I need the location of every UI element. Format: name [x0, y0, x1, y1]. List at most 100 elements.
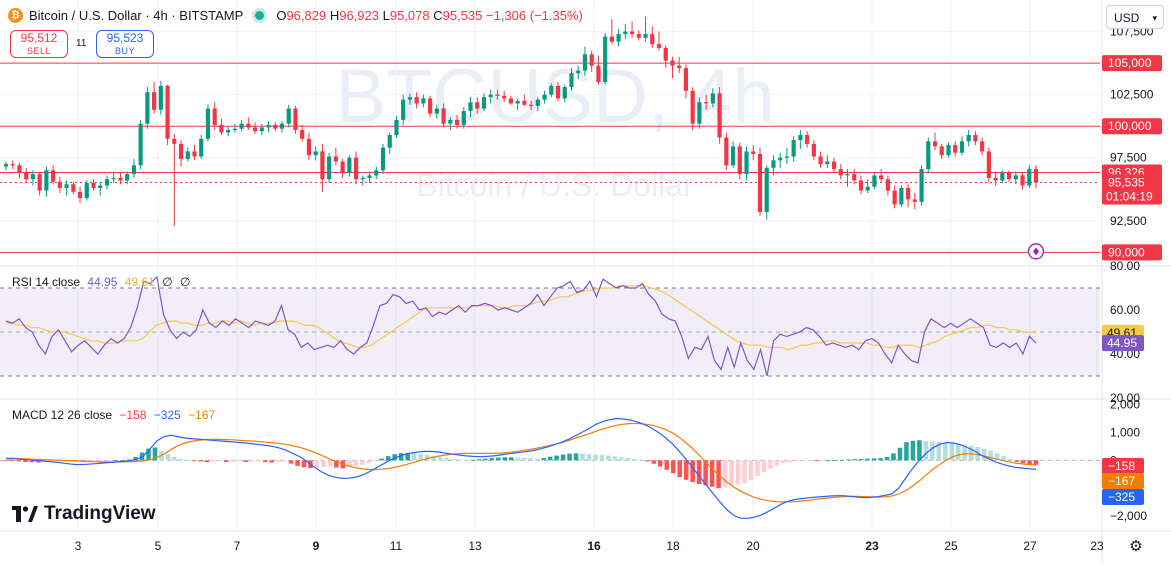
macd-histogram-bar — [120, 460, 125, 461]
macd-histogram-bar — [444, 457, 449, 461]
candle-body — [926, 141, 931, 170]
macd-histogram-bar — [347, 460, 352, 468]
macd-histogram-bar — [502, 457, 508, 461]
candle-body — [751, 151, 756, 154]
candle-body — [77, 191, 83, 199]
rsi-legend[interactable]: RSI 14 close 44.95 49.61 ∅ ∅ — [12, 275, 190, 289]
time-tick-label: 11 — [390, 539, 403, 553]
candle-body — [353, 157, 359, 180]
macd-tick-label: −2,000 — [1110, 509, 1147, 523]
buy-button[interactable]: 95,523 BUY — [96, 30, 154, 58]
macd-histogram-bar — [211, 460, 216, 462]
candle-body — [724, 137, 729, 166]
candle-body — [165, 85, 170, 139]
candle-body — [468, 102, 473, 112]
tradingview-logo[interactable]: TradingView — [12, 503, 156, 525]
candle-body — [10, 164, 15, 166]
sell-price: 95,512 — [20, 31, 58, 45]
candle-body — [448, 119, 453, 124]
macd-histogram-bar — [107, 460, 112, 462]
macd-histogram-bar — [755, 460, 760, 476]
macd-histogram-bar — [748, 460, 754, 480]
macd-histogram-bar — [878, 458, 883, 461]
macd-tick-label: 2,000 — [1110, 398, 1140, 412]
rsi-symbol-2: ∅ — [179, 275, 191, 289]
macd-value-tag-label: −158 — [1108, 459, 1135, 473]
macd-histogram-bar — [191, 460, 197, 462]
candle-body — [589, 54, 594, 66]
macd-histogram-bar — [735, 460, 741, 485]
candle-body — [145, 92, 150, 124]
macd-histogram-bar — [645, 460, 650, 462]
candle-body — [690, 90, 695, 124]
rsi-tick-label: 80.00 — [1110, 259, 1140, 273]
macd-histogram-bar — [424, 454, 430, 461]
market-status-dot[interactable] — [255, 11, 265, 20]
candle-body — [872, 175, 877, 187]
macd-histogram-bar — [321, 460, 326, 468]
macd-histogram-bar — [943, 442, 948, 461]
candle-body — [219, 124, 224, 133]
rsi-tag-label: 44.95 — [1107, 336, 1137, 350]
macd-histogram-bar — [470, 459, 475, 461]
macd-line — [5, 417, 1037, 519]
candle-body — [481, 97, 487, 109]
spread-value: 11 — [76, 38, 87, 49]
macd-histogram-bar — [742, 460, 747, 484]
candle-body — [596, 65, 601, 83]
candle-body — [865, 186, 870, 191]
candle-body — [818, 156, 823, 165]
candle-body — [306, 138, 312, 156]
rsi-ma-value: 49.61 — [124, 275, 155, 289]
macd-histogram-bar — [845, 459, 851, 461]
macd-histogram-bar — [800, 460, 806, 462]
macd-histogram-bar — [223, 460, 229, 462]
macd-histogram-bar — [968, 445, 974, 461]
macd-histogram-bar — [541, 458, 546, 461]
candle-body — [879, 175, 884, 180]
candle-body — [603, 36, 608, 83]
rsi-symbol-1: ∅ — [162, 275, 173, 289]
sell-button[interactable]: 95,512 SELL — [10, 30, 68, 58]
macd-histogram-bar — [515, 457, 521, 461]
candle-body — [252, 127, 258, 132]
gear-icon[interactable]: ⚙ — [1129, 538, 1143, 555]
macd-histogram-bar — [683, 460, 689, 480]
bar-countdown-label: 01:04:19 — [1106, 190, 1153, 204]
macd-histogram-bar — [437, 456, 443, 461]
candle-body — [932, 141, 938, 147]
sell-label: SELL — [26, 46, 52, 56]
candle-body — [582, 54, 588, 71]
macd-histogram-bar — [385, 456, 391, 461]
macd-histogram-bar — [133, 456, 138, 461]
candle-body — [152, 92, 157, 110]
macd-histogram-bar — [431, 456, 436, 461]
candle-body — [313, 151, 318, 156]
level-price-label: 90,000 — [1108, 245, 1145, 259]
candle-body — [172, 138, 177, 144]
candle-body — [966, 135, 971, 142]
candle-body — [461, 111, 466, 125]
macd-histogram-bar — [269, 460, 274, 463]
macd-histogram-bar — [534, 458, 540, 461]
macd-hist-value: −158 — [119, 408, 147, 422]
macd-histogram-bar — [457, 459, 462, 461]
candle-body — [57, 181, 62, 189]
time-tick-label: 3 — [75, 539, 82, 553]
symbol-header[interactable]: ₿ Bitcoin / U.S. Dollar · 4h · BITSTAMP … — [8, 8, 583, 23]
tradingview-logo-text: TradingView — [44, 503, 156, 524]
macd-histogram-bar — [172, 456, 177, 461]
level-price-tag — [1102, 55, 1162, 72]
candle-body — [683, 68, 689, 91]
symbol-title[interactable]: Bitcoin / U.S. Dollar · 4h · BITSTAMP — [29, 8, 244, 23]
macd-legend[interactable]: MACD 12 26 close −158 −325 −167 — [12, 408, 215, 422]
candle-body — [407, 97, 413, 100]
candle-body — [44, 170, 49, 191]
macd-histogram-bar — [884, 456, 890, 461]
macd-histogram-bar — [282, 460, 287, 462]
currency-select[interactable]: USD ▾ — [1106, 5, 1164, 29]
candle-body — [286, 108, 291, 124]
candle-body — [636, 34, 641, 38]
